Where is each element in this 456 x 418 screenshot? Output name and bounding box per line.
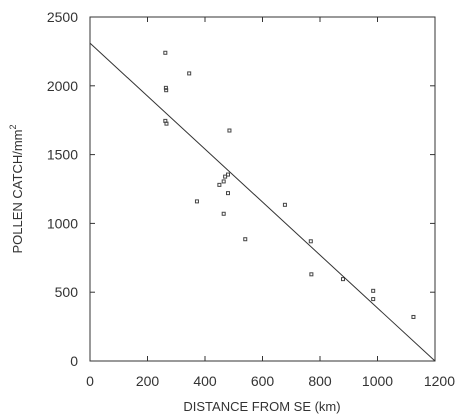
data-points bbox=[163, 50, 416, 319]
data-point bbox=[371, 297, 376, 302]
x-tick-label: 1000 bbox=[362, 373, 393, 389]
data-point bbox=[226, 191, 230, 196]
x-tick-label: 200 bbox=[136, 373, 160, 389]
data-point bbox=[187, 71, 192, 76]
data-point bbox=[227, 128, 232, 133]
x-tick-label: 1200 bbox=[424, 373, 455, 389]
data-point bbox=[221, 211, 226, 216]
data-point bbox=[164, 88, 169, 93]
x-tick-label: 400 bbox=[193, 373, 217, 389]
x-axis-title: DISTANCE FROM SE (km) bbox=[183, 399, 340, 414]
data-point bbox=[371, 288, 376, 293]
x-axis-ticks: 0 200 400 600 800 1000 1200 bbox=[86, 17, 455, 389]
data-point bbox=[226, 172, 230, 177]
y-axis-ticks: 0 500 1000 1500 2000 2500 bbox=[47, 9, 435, 369]
data-point bbox=[308, 239, 313, 244]
y-axis-title-main: POLLEN CATCH/mm bbox=[10, 130, 25, 254]
data-point bbox=[164, 121, 169, 126]
y-tick-label: 1500 bbox=[47, 147, 78, 163]
data-point bbox=[411, 314, 416, 319]
data-point bbox=[217, 182, 222, 187]
x-tick-label: 600 bbox=[251, 373, 275, 389]
plot-frame bbox=[89, 16, 436, 362]
data-point bbox=[163, 85, 168, 90]
data-point bbox=[221, 179, 226, 184]
data-point bbox=[243, 237, 248, 242]
y-axis-title-superscript: 2 bbox=[8, 124, 18, 129]
regression-line bbox=[89, 42, 436, 362]
data-point bbox=[282, 202, 287, 207]
x-tick-label: 800 bbox=[308, 373, 332, 389]
y-tick-label: 500 bbox=[55, 284, 79, 300]
data-point bbox=[341, 277, 345, 282]
data-point bbox=[309, 272, 314, 277]
data-point bbox=[163, 50, 168, 55]
y-tick-label: 2500 bbox=[47, 9, 78, 25]
y-tick-label: 1000 bbox=[47, 215, 78, 231]
y-axis-title: POLLEN CATCH/mm2 bbox=[8, 124, 25, 253]
data-point bbox=[194, 199, 199, 204]
data-point bbox=[223, 174, 228, 179]
y-tick-label: 2000 bbox=[47, 78, 78, 94]
x-tick-label: 0 bbox=[86, 373, 94, 389]
y-tick-label: 0 bbox=[70, 353, 78, 369]
